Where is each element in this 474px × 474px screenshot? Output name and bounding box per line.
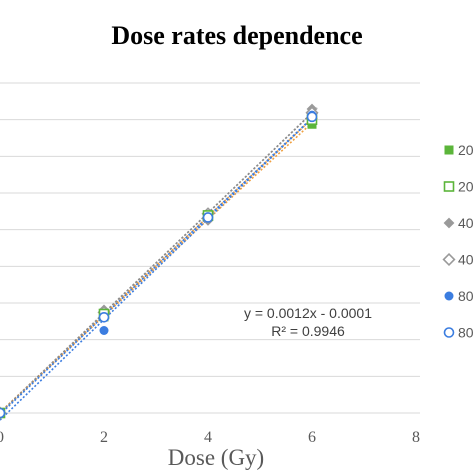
- trendline: [0, 112, 318, 415]
- x-tick-label: 4: [204, 429, 212, 446]
- x-axis-label: Dose (Gy): [168, 445, 264, 470]
- trendlines: [0, 107, 318, 421]
- legend: 20 20 40 40 80 80: [442, 142, 474, 341]
- data-point: [202, 212, 214, 223]
- legend-label: 40: [458, 215, 474, 231]
- data-point: [98, 311, 110, 323]
- trendline-r-squared: R² = 0.9946: [271, 323, 345, 339]
- data-points: [0, 103, 319, 420]
- trendline: [0, 112, 318, 421]
- legend-marker: [443, 327, 455, 338]
- x-tick-label: 8: [412, 429, 420, 446]
- legend-marker: [443, 181, 455, 192]
- legend-marker: [442, 252, 456, 267]
- chart-title: Dose rates dependence: [111, 21, 362, 50]
- legend-label: 40: [458, 252, 474, 268]
- data-point: [306, 111, 318, 123]
- x-tick-label: 0: [0, 429, 4, 446]
- legend-marker: [444, 291, 454, 301]
- legend-marker: [444, 145, 454, 155]
- x-tick-labels: 0 2 4 6 8: [0, 429, 420, 446]
- x-tick-label: 6: [308, 429, 316, 446]
- legend-marker: [443, 217, 455, 229]
- data-point: [0, 407, 6, 419]
- legend-label: 20: [458, 142, 474, 158]
- legend-label: 20: [458, 179, 474, 195]
- trendline: [0, 107, 318, 414]
- x-tick-label: 2: [100, 429, 108, 446]
- gridlines: [0, 82, 420, 414]
- legend-label: 80: [458, 288, 474, 304]
- trendline-equation: y = 0.0012x - 0.0001: [244, 305, 372, 321]
- data-point: [99, 326, 109, 335]
- legend-label: 80: [458, 325, 474, 341]
